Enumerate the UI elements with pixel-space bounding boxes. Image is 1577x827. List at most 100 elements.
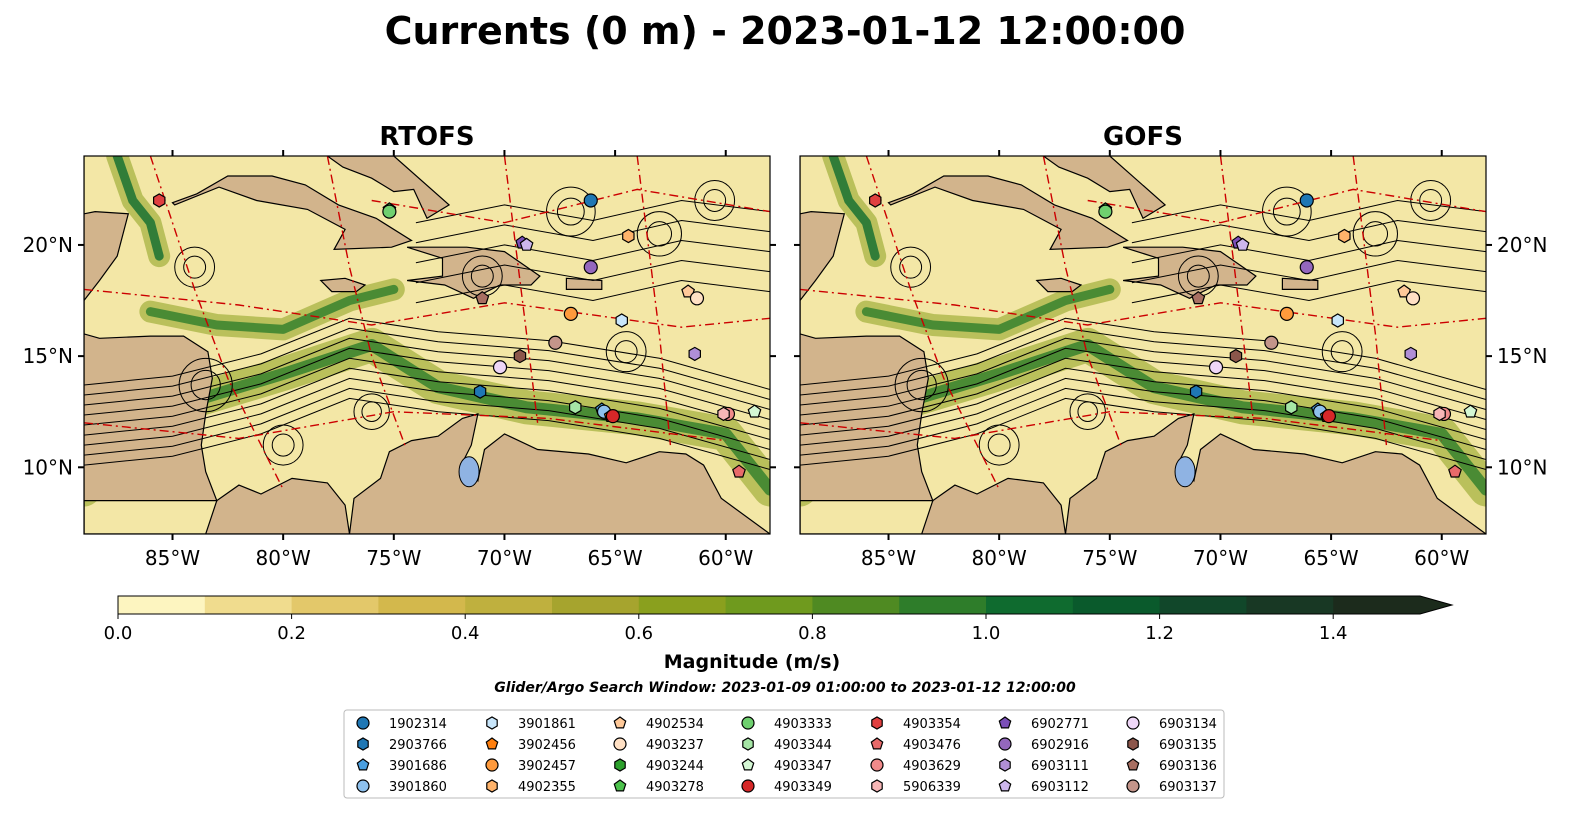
streamline (84, 337, 770, 410)
float-marker-4903344 (1285, 400, 1298, 415)
contour-line (1087, 188, 1486, 224)
float-marker-5906339 (1433, 406, 1446, 422)
contour-lines (84, 156, 770, 490)
land-polygon (84, 156, 351, 534)
colorbar-segment (204, 596, 293, 614)
current-core (828, 156, 880, 261)
float-marker-6903137 (1264, 335, 1279, 350)
current-core (112, 156, 164, 261)
land-polygon (1042, 156, 1167, 220)
float-marker-6903137 (548, 335, 563, 350)
x-tick-label: 85°W (145, 546, 200, 570)
legend-marker (870, 737, 884, 750)
x-tick-label: 80°W (256, 546, 311, 570)
float-marker-6903111 (688, 346, 701, 362)
float-marker-6903135 (1229, 348, 1243, 364)
float-marker-4903347 (747, 404, 762, 418)
legend-marker (998, 779, 1012, 792)
eddy-streamline (1352, 211, 1398, 257)
contour-line (800, 410, 1442, 442)
legend-label: 3901686 (389, 759, 447, 774)
contour-line (84, 410, 726, 442)
colorbar-extend-arrow (1420, 596, 1452, 614)
streamline (84, 397, 770, 470)
rtofs-panel: RTOFS 85°W 80°W 75°W 70°W 65°W 60°W 20°N 15°N 10°… (23, 122, 776, 570)
streamline (800, 387, 1486, 460)
colorbar-tick-label: 0.6 (624, 623, 653, 644)
x-tick-label: 65°W (587, 546, 642, 570)
legend-label: 4903237 (646, 738, 704, 753)
map-frame (83, 155, 771, 535)
legend-label: 4903354 (903, 717, 961, 732)
float-marker-4903347 (1463, 404, 1478, 418)
x-tick-label: 65°W (1303, 546, 1358, 570)
streamline (415, 199, 770, 224)
land-polygon (319, 277, 367, 293)
float-marker-3902457 (563, 306, 578, 321)
land-polygon (887, 175, 1129, 251)
legend-item: 4903476 (870, 737, 961, 753)
float-marker-6903134 (492, 360, 508, 375)
contour-line (503, 156, 539, 423)
streamline (84, 377, 770, 450)
lake (458, 456, 480, 488)
legend-marker (356, 716, 370, 730)
legend-item: 3902456 (485, 737, 576, 753)
land-polygon (84, 333, 218, 502)
eddy-streamline (899, 255, 923, 279)
legend-marker (357, 737, 369, 751)
legend-marker (486, 779, 498, 793)
legend-item: 6903111 (999, 758, 1089, 774)
legend-marker (999, 758, 1011, 772)
legend-marker (486, 716, 498, 730)
land-polygon (1035, 277, 1083, 293)
streamline (800, 377, 1486, 450)
float-marker-6903111 (1404, 346, 1417, 362)
legend-label: 3902457 (518, 759, 576, 774)
contour-lines (800, 156, 1486, 490)
y-tick-label: 10°N (23, 455, 73, 479)
colorbar-tick-label: 0.8 (798, 623, 827, 644)
contour-line (865, 156, 1000, 490)
streamline (1131, 199, 1486, 224)
legend-marker (741, 779, 755, 793)
float-marker-5906339 (717, 406, 730, 422)
colorbar-outline (117, 595, 1454, 615)
float-marker-4902534 (1397, 284, 1412, 298)
colorbar-segment (552, 596, 640, 614)
float-marker-2903766 (1189, 384, 1203, 399)
legend-item: 4903278 (613, 779, 704, 795)
colorbar-segment (1072, 596, 1161, 614)
float-marker-4903344 (569, 400, 582, 415)
legend-label: 4903344 (774, 738, 832, 753)
colorbar-segment (378, 596, 466, 614)
legend-item: 4903244 (614, 758, 704, 774)
legend-item: 6903135 (1127, 737, 1217, 753)
legend-label: 4903347 (774, 759, 832, 774)
legend-marker (1126, 779, 1140, 793)
eddy-streamline (906, 369, 937, 401)
legend-label: 4902534 (646, 717, 704, 732)
streamline (800, 367, 1486, 440)
legend-marker (485, 737, 499, 750)
float-marker-4903476 (1448, 464, 1462, 478)
float-legend: 1902314 2903766 3901686 3901860 3901861 39024… (343, 709, 1225, 799)
legend-label: 6903135 (1159, 738, 1217, 753)
legend-item: 1902314 (356, 716, 447, 732)
eddy-streamline (556, 197, 585, 226)
colorbar-tick-label: 0.0 (104, 623, 133, 644)
legend-marker (998, 716, 1012, 729)
x-tick-label: 70°W (1193, 546, 1248, 570)
float-markers (869, 193, 1478, 478)
colorbar-segment (465, 596, 553, 614)
colorbar-segment (1333, 596, 1421, 614)
eddy-streamline (636, 211, 682, 257)
legend-item: 4903333 (741, 716, 832, 732)
legend-marker (742, 737, 754, 751)
float-marker-6902916 (1299, 260, 1314, 275)
contour-line (1219, 156, 1255, 423)
eddy-streamline (271, 433, 295, 457)
streamline (800, 337, 1486, 410)
float-marker-2903766 (473, 384, 487, 399)
colorbar-tick-label: 1.4 (1319, 623, 1348, 644)
